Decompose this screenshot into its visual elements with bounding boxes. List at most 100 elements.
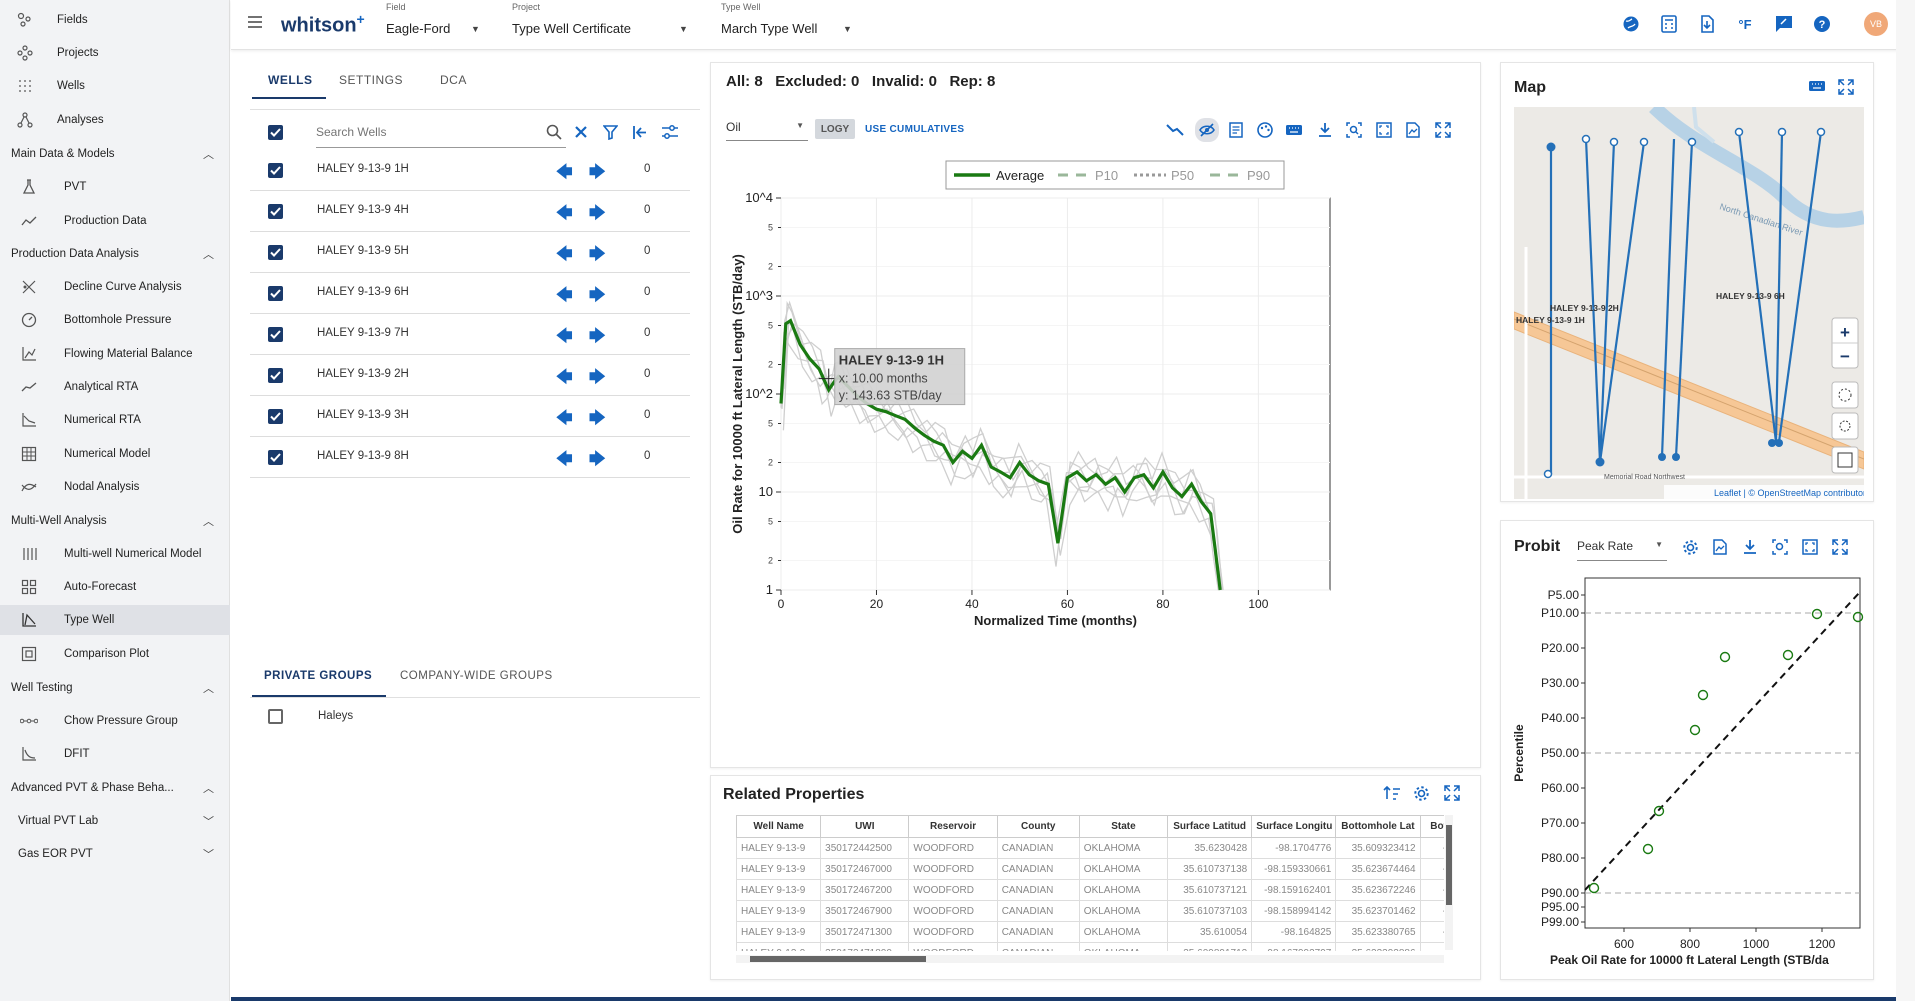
well-row[interactable]: HALEY 9-13-9 4H 🡄 🡆 0 [250,191,690,232]
arrow-right-icon[interactable]: 🡆 [589,164,606,181]
fahrenheit-icon[interactable]: °F [1738,16,1752,32]
app-logo[interactable]: whitson+ [281,11,365,38]
search-box[interactable] [316,120,566,148]
page-scrollbar[interactable] [1896,0,1915,1001]
arrow-left-icon[interactable]: 🡄 [556,287,573,304]
arrow-left-icon[interactable]: 🡄 [556,451,573,468]
well-checkbox[interactable] [268,327,283,342]
probit-point[interactable] [1852,611,1864,623]
well-marker[interactable] [1775,439,1783,447]
well-marker[interactable] [1609,137,1619,147]
arrow-right-icon[interactable]: 🡆 [589,328,606,345]
probit-point[interactable] [1642,843,1654,855]
column-header[interactable]: Surface Longitu [1251,815,1337,838]
lasso-button[interactable] [1831,381,1859,409]
column-header[interactable]: County [996,815,1080,838]
arrow-left-icon[interactable]: 🡄 [556,369,573,386]
well-row[interactable]: HALEY 9-13-9 8H 🡄 🡆 0 [250,437,690,478]
scrollbar-thumb[interactable] [1446,825,1452,905]
arrow-left-icon[interactable]: 🡄 [556,410,573,427]
sidebar-item-fmb[interactable]: Flowing Material Balance [0,339,230,369]
well-row[interactable]: HALEY 9-13-9 7H 🡄 🡆 0 [250,314,690,355]
sidebar-item-numerical-rta[interactable]: Numerical RTA [0,405,230,435]
select-all-checkbox[interactable] [268,125,283,140]
tune-icon[interactable] [661,125,679,143]
well-row[interactable]: HALEY 9-13-9 3H 🡄 🡆 0 [250,396,690,437]
collapse-left-icon[interactable] [632,125,648,143]
well-marker[interactable] [1658,453,1666,461]
column-header[interactable]: Bottom [1419,815,1444,838]
sidebar-item-dfit[interactable]: DFIT [0,739,230,769]
help-icon[interactable]: ? [1811,13,1833,35]
arrow-right-icon[interactable]: 🡆 [589,287,606,304]
section-production-data-analysis[interactable]: Production Data Analysis ︿ [0,240,230,268]
download-icon[interactable] [1315,120,1335,140]
tab-company-wide-groups[interactable]: COMPANY-WIDE GROUPS [400,670,553,682]
probit-select[interactable]: Peak Rate ▼ [1577,537,1667,561]
sidebar-item-type-well[interactable]: Type Well [0,605,230,635]
well-checkbox[interactable] [268,245,283,260]
scrollbar-thumb[interactable] [750,956,926,962]
probit-point[interactable] [1588,882,1600,894]
keyboard-icon[interactable] [1808,80,1826,95]
zoom-in-icon[interactable]: + [1840,323,1850,342]
well-row[interactable]: HALEY 9-13-9 5H 🡄 🡆 0 [250,232,690,273]
trend-icon[interactable] [1165,120,1185,140]
calculator-icon[interactable] [1658,13,1680,35]
section-main-data[interactable]: Main Data & Models ︿ [0,140,230,168]
section-advanced-pvt[interactable]: Advanced PVT & Phase Beha... ︿ [0,774,230,802]
well-marker[interactable] [1639,137,1649,147]
map-canvas[interactable]: North Canadian River Memorial Road North… [1514,107,1864,499]
sidebar-item-fields[interactable]: Fields [0,5,230,35]
table-row[interactable]: HALEY 9-13-9 350172442500 WOODFORD CANADIAN… [736,837,1444,859]
well-marker[interactable] [1546,142,1556,152]
table-row[interactable]: HALEY 9-13-9350172471800WOODFORDCANADIAN… [736,942,1444,951]
group-checkbox[interactable] [268,709,283,724]
field-select[interactable]: Eagle-Ford [386,21,451,36]
settings-icon[interactable] [1413,785,1430,805]
well-checkbox[interactable] [268,163,283,178]
sidebar-item-comparison-plot[interactable]: Comparison Plot [0,639,230,669]
well-checkbox[interactable] [268,368,283,383]
sidebar-item-chow[interactable]: Chow Pressure Group [0,706,230,736]
clear-icon[interactable] [574,125,588,142]
section-multi-well-analysis[interactable]: Multi-Well Analysis ︿ [0,507,230,535]
table-row[interactable]: HALEY 9-13-9 350172467900 WOODFORD CANADIAN… [736,900,1444,922]
sidebar-item-auto-forecast[interactable]: Auto-Forecast [0,572,230,602]
fit-bounds-button[interactable] [1831,446,1859,474]
tab-wells[interactable]: WELLS [268,73,313,87]
well-marker[interactable] [1595,457,1605,467]
arrow-left-icon[interactable]: 🡄 [556,246,573,263]
project-select[interactable]: Type Well Certificate [512,21,631,36]
arrow-right-icon[interactable]: 🡆 [589,369,606,386]
globe-icon[interactable] [1620,13,1642,35]
table-row[interactable]: HALEY 9-13-9 350172467200 WOODFORD CANADIAN… [736,879,1444,901]
arrow-right-icon[interactable]: 🡆 [589,451,606,468]
fullscreen-icon[interactable] [1444,785,1460,804]
well-marker[interactable] [1734,127,1744,137]
zoom-out-icon[interactable]: − [1840,347,1850,366]
fit-screen-icon[interactable] [1802,539,1818,558]
sidebar-item-nodal[interactable]: Nodal Analysis [0,472,230,502]
caret-down-icon[interactable]: ▼ [679,24,688,34]
probit-chart[interactable]: P5.00 P10.00 P20.00 P30.00 P40.00 P50.00 P60.0… [1505,570,1870,975]
use-cumulatives-button[interactable]: USE CUMULATIVES [865,124,965,135]
vertical-scrollbar[interactable] [1445,815,1453,950]
image-export-icon[interactable] [1403,120,1423,140]
well-checkbox[interactable] [268,286,283,301]
well-marker[interactable] [1543,469,1553,479]
well-marker[interactable] [1672,453,1680,461]
sort-icon[interactable] [1383,785,1401,804]
probit-point[interactable] [1653,805,1665,817]
column-header[interactable]: Reservoir [908,815,998,838]
probit-point[interactable] [1689,724,1701,736]
well-marker[interactable] [1768,439,1776,447]
hamburger-menu-icon[interactable] [247,15,265,32]
fit-screen-icon[interactable] [1374,120,1394,140]
arrow-right-icon[interactable]: 🡆 [589,246,606,263]
caret-down-icon[interactable]: ▼ [471,24,480,34]
probit-point[interactable] [1719,651,1731,663]
well-marker[interactable] [1687,137,1697,147]
typewell-select[interactable]: March Type Well [721,21,818,36]
group-name[interactable]: Haleys [318,710,354,722]
